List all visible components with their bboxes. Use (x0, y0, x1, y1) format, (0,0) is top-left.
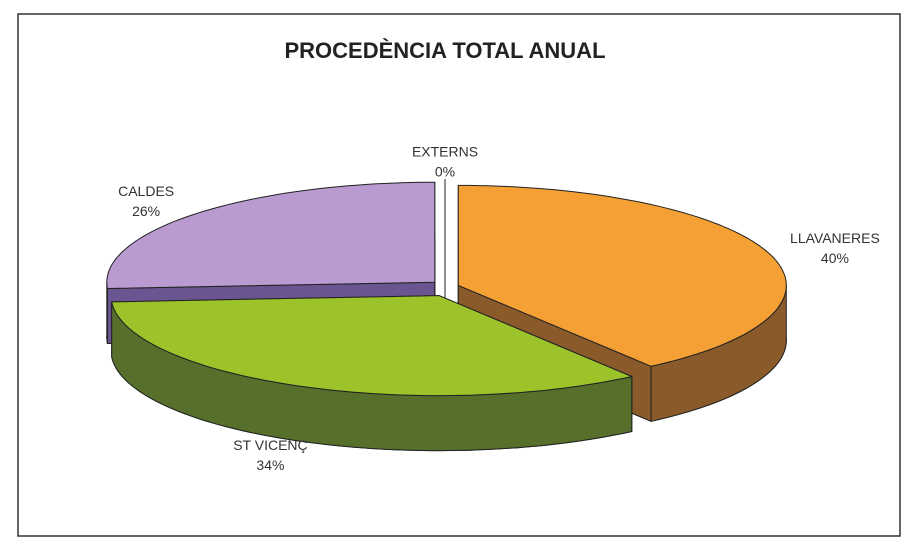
slice-value-label: 26% (132, 203, 160, 219)
slice-label: ST VICENÇ (233, 437, 307, 453)
slice-label: EXTERNS (412, 144, 478, 160)
chart-title: PROCEDÈNCIA TOTAL ANUAL (284, 38, 605, 63)
slice (106, 181, 436, 289)
slice-label: CALDES (118, 183, 174, 199)
slice-value-label: 0% (435, 164, 455, 180)
slice-label: LLAVANERES (790, 230, 880, 246)
slice-value-label: 40% (821, 250, 849, 266)
slice (111, 295, 633, 397)
slice-value-label: 34% (256, 457, 284, 473)
slice (457, 184, 787, 367)
slice-side (106, 281, 108, 344)
